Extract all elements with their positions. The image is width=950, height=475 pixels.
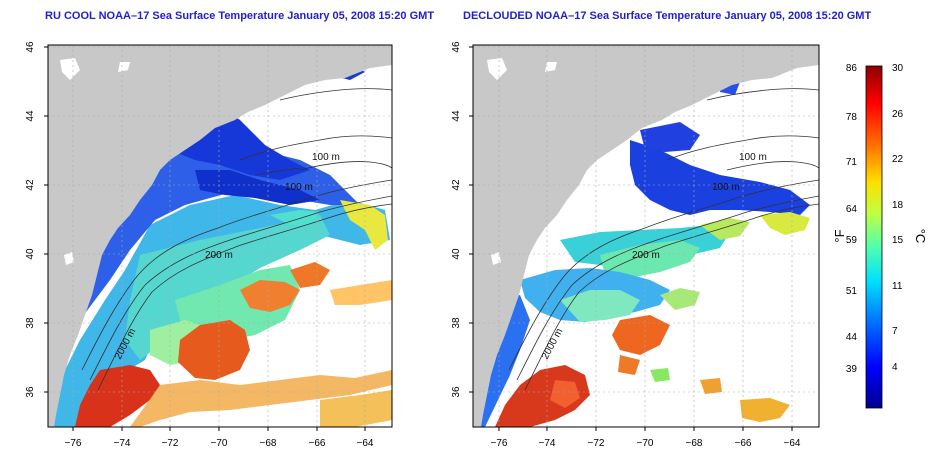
colorbar-f-tick: 78 [846, 112, 858, 123]
colorbar-c-tick: 15 [892, 235, 904, 246]
left-lon-tick-label: −74 [114, 438, 131, 449]
right-contour-label-200m: 200 m [632, 250, 660, 261]
right-lat-tick-label: 38 [451, 317, 462, 329]
left-lon-tick-label: −76 [65, 438, 82, 449]
left-lon-tick-label: −64 [357, 438, 374, 449]
left-grid [48, 45, 392, 427]
left-lat-tick-label: 40 [25, 248, 36, 260]
colorbar-unit-celsius: °C [913, 229, 928, 244]
colorbar-f-tick: 64 [846, 204, 858, 215]
left-plot-frame [47, 44, 393, 428]
right-lon-tick-label: −76 [491, 438, 508, 449]
right-axis-ticks [469, 46, 793, 431]
colorbar-c-tick: 26 [892, 109, 904, 120]
left-lat-tick-label: 38 [25, 317, 36, 329]
left-lat-tick-label: 36 [25, 386, 36, 398]
right-lat-tick-label: 46 [451, 41, 462, 53]
colorbar-c-tick: 22 [892, 154, 904, 165]
colorbar-f-tick: 86 [846, 63, 858, 74]
left-lon-tick-label: −72 [162, 438, 179, 449]
colorbar-gradient [865, 65, 883, 409]
colorbar-c-tick: 7 [892, 326, 898, 337]
left-lon-tick-label: −66 [309, 438, 326, 449]
left-panel-title: RU COOL NOAA–17 Sea Surface Temperature … [45, 10, 435, 22]
right-lon-tick-label: −66 [735, 438, 752, 449]
colorbar-c-tick: 11 [892, 281, 903, 292]
right-lat-tick-label: 42 [451, 179, 462, 191]
right-lon-tick-label: −70 [637, 438, 654, 449]
colorbar-f-tick: 44 [846, 332, 858, 343]
left-land [48, 45, 392, 427]
colorbar-f-tick: 51 [846, 286, 858, 297]
right-contour-label-100m-b: 100 m [712, 182, 740, 193]
left-contour-label-200m: 200 m [205, 250, 233, 261]
right-lon-tick-label: −64 [784, 438, 801, 449]
right-lat-tick-label: 36 [451, 386, 462, 398]
colorbar: 86 78 71 64 59 51 44 39 30 26 22 18 15 1… [832, 63, 928, 409]
left-contour-label-100m-a: 100 m [312, 152, 340, 163]
colorbar-c-tick: 4 [892, 362, 898, 373]
colorbar-f-tick: 39 [846, 364, 858, 375]
right-lat-tick-label: 44 [451, 110, 462, 122]
right-lat-tick-label: 40 [451, 248, 462, 260]
left-lat-tick-label: 42 [25, 179, 36, 191]
right-land [473, 45, 819, 427]
right-plot-frame [472, 44, 820, 428]
right-map-panel: 100 m 100 m 200 m 2000 m −76 −74 −72 −70… [451, 41, 820, 449]
right-panel-title: DECLOUDED NOAA–17 Sea Surface Temperatur… [463, 10, 872, 22]
left-axis-ticks [44, 46, 366, 431]
right-contour-label-100m-a: 100 m [739, 152, 767, 163]
left-lat-tick-label: 44 [25, 110, 36, 122]
left-lon-tick-label: −68 [260, 438, 277, 449]
left-lat-tick-label: 46 [25, 41, 36, 53]
colorbar-f-tick: 71 [846, 157, 858, 168]
right-lon-tick-label: −74 [539, 438, 556, 449]
colorbar-f-tick: 59 [846, 235, 858, 246]
left-map-panel: 100 m 100 m 200 m 2000 m −76 −74 −72 −70… [25, 41, 393, 449]
colorbar-c-tick: 18 [892, 200, 904, 211]
colorbar-unit-fahrenheit: °F [832, 229, 847, 242]
right-lon-tick-label: −68 [686, 438, 703, 449]
right-lon-tick-label: −72 [588, 438, 605, 449]
left-lon-tick-label: −70 [211, 438, 228, 449]
left-contour-label-100m-b: 100 m [285, 182, 313, 193]
left-bathymetry-contours [81, 88, 392, 391]
right-grid [473, 45, 819, 427]
colorbar-c-tick: 30 [892, 63, 904, 74]
